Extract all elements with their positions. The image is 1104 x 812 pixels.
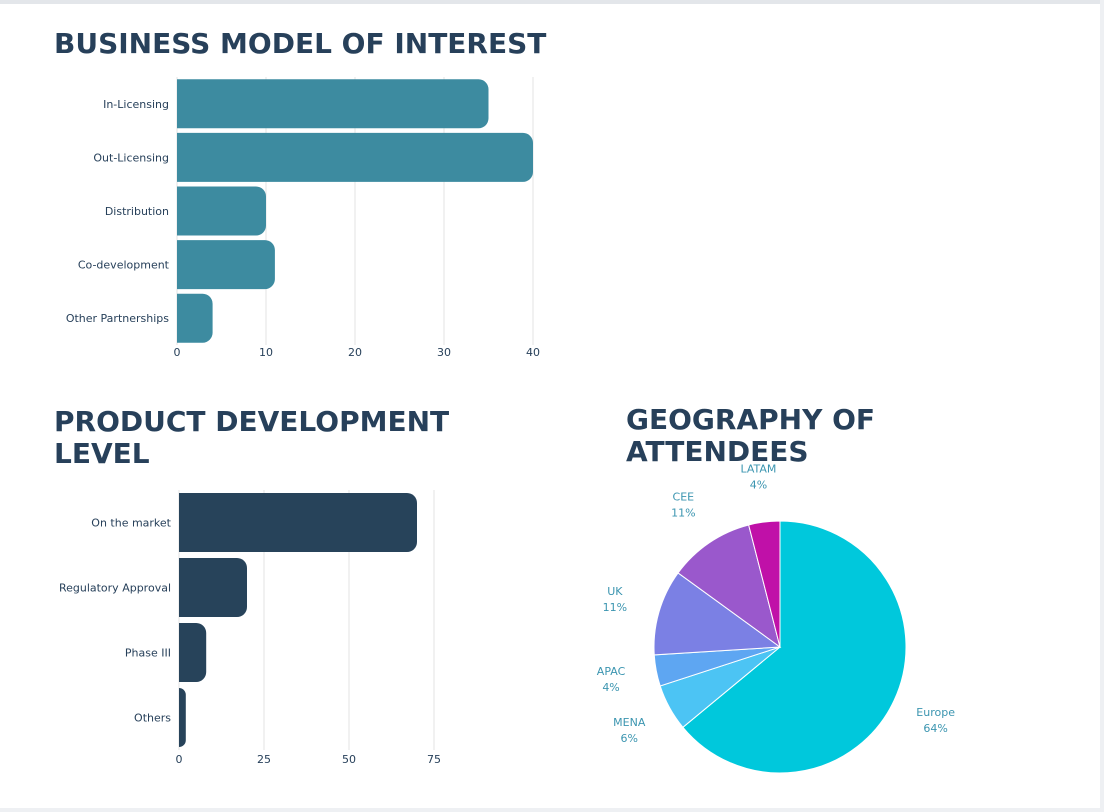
bm-category-label: Co-development xyxy=(78,259,170,272)
pie-label-mena: MENA xyxy=(613,716,646,729)
pie-label-cee: CEE xyxy=(673,491,695,504)
product-level-title: PRODUCT DEVELOPMENT LEVEL xyxy=(54,405,450,470)
bottom-border xyxy=(0,808,1104,812)
pie-label-europe: Europe xyxy=(916,706,955,719)
pl-category-label: Phase III xyxy=(125,647,171,660)
pl-bar-phase-iii xyxy=(179,623,207,682)
pie-value-uk: 11% xyxy=(603,601,627,614)
pie-label-apac: APAC xyxy=(597,665,626,678)
bm-tick-label: 40 xyxy=(526,346,540,359)
bm-category-label: Distribution xyxy=(105,205,169,218)
bm-tick-label: 0 xyxy=(174,346,181,359)
bm-tick-label: 20 xyxy=(348,346,362,359)
bm-category-label: In-Licensing xyxy=(103,98,169,111)
pie-slice-europe xyxy=(682,520,907,774)
bm-bar-out-licensing xyxy=(177,132,533,182)
bm-tick-label: 10 xyxy=(259,346,273,359)
right-border xyxy=(1100,0,1104,812)
bm-bar-co-development xyxy=(177,240,275,290)
pl-category-label: Regulatory Approval xyxy=(59,582,171,595)
bm-bar-distribution xyxy=(177,186,266,236)
top-border xyxy=(0,0,1104,4)
pl-bar-others xyxy=(179,688,186,747)
pl-bar-regulatory-approval xyxy=(179,558,247,617)
pie-slice-latam xyxy=(748,520,781,648)
bm-bar-other-partnerships xyxy=(177,293,213,343)
bm-category-label: Other Partnerships xyxy=(66,312,169,325)
pie-slice-cee xyxy=(677,524,781,649)
pie-value-cee: 11% xyxy=(671,507,695,520)
pl-tick-label: 0 xyxy=(176,753,183,766)
pie-label-latam: LATAM xyxy=(740,462,776,475)
bm-tick-label: 30 xyxy=(437,346,451,359)
bm-category-label: Out-Licensing xyxy=(93,151,169,164)
pie-slice-uk xyxy=(653,572,782,656)
pl-tick-label: 75 xyxy=(427,753,441,766)
geography-title: GEOGRAPHY OF ATTENDEES xyxy=(626,403,876,468)
pie-value-europe: 64% xyxy=(923,722,947,735)
pl-category-label: Others xyxy=(134,712,171,725)
pie-value-apac: 4% xyxy=(602,681,619,694)
bm-bar-in-licensing xyxy=(177,79,489,129)
pl-tick-label: 50 xyxy=(342,753,356,766)
pie-label-uk: UK xyxy=(607,585,623,598)
pie-value-latam: 4% xyxy=(750,478,767,491)
pie-value-mena: 6% xyxy=(621,732,638,745)
pl-bar-on-the-market xyxy=(179,493,417,552)
pl-category-label: On the market xyxy=(91,517,171,530)
business-model-title: BUSINESS MODEL OF INTEREST xyxy=(54,27,547,60)
pl-tick-label: 25 xyxy=(257,753,271,766)
